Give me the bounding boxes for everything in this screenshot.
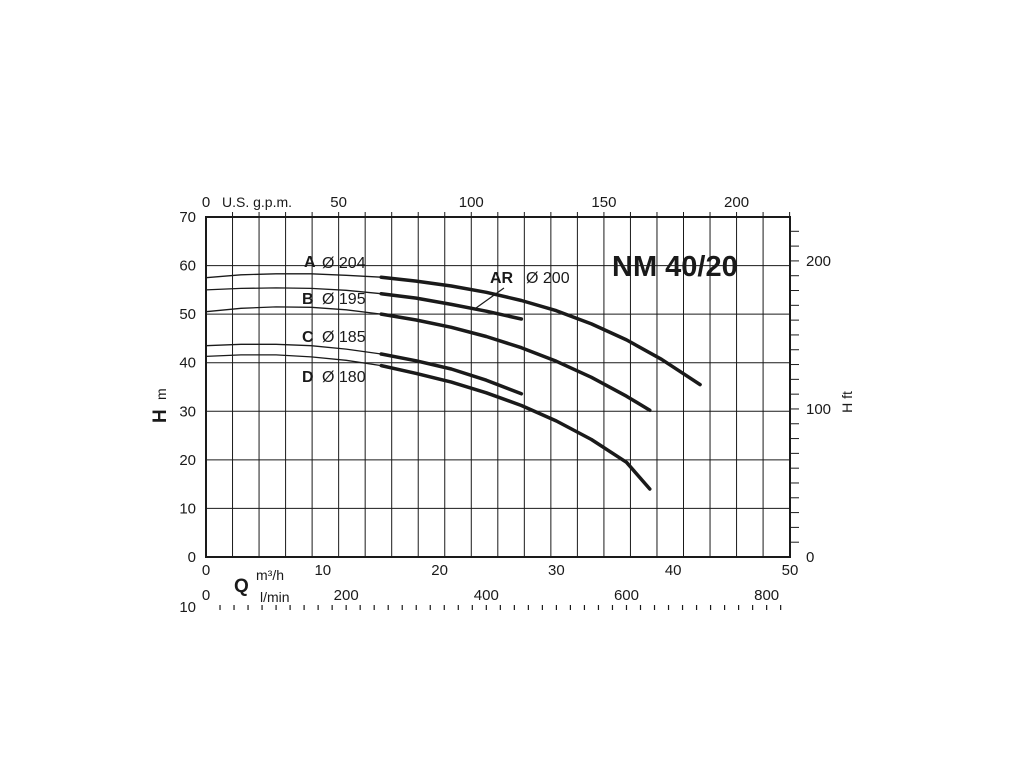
curve-label-diameter-ar: Ø 200 [526,270,570,287]
curve-d-thin [205,343,382,355]
lmin-tick-label: 800 [754,587,779,604]
top-tick-label: 0 [202,194,210,211]
y-axis-unit: m [153,388,169,400]
y-axis-left: 0 10 20 30 40 50 60 70 [179,209,196,566]
x-axis-lmin: 0 200 400 600 800 [202,587,782,610]
y-tick-label: 70 [179,209,196,226]
curve-c-thick [379,363,652,491]
curve-label-diameter-a: Ø 204 [322,255,366,272]
top-tick-label: 150 [591,194,616,211]
curve-label-letter-ar: AR [490,270,514,287]
curve-label-letter-d: D [302,369,314,386]
x-axis-unit-primary: m³/h [256,567,284,583]
curve-label-letter-c: C [302,329,314,346]
right-tick-label: 200 [806,253,831,270]
x-tick-label: 10 [314,562,331,579]
y-tick-label: 40 [179,355,196,372]
lmin-tick-label: 600 [614,587,639,604]
curve-d-thick [379,352,524,396]
model-title: NM 40/20 [612,251,738,283]
curve-b-thin [205,306,382,315]
curve-label-letter-a: A [304,254,316,271]
curve-label-diameter-d: Ø 180 [322,369,366,386]
x-axis-bottom: 0 10 20 30 40 50 [202,562,799,579]
top-tick-label: 200 [724,194,749,211]
y-tick-label: 50 [179,306,196,323]
lmin-tick-label: 400 [474,587,499,604]
curve-label-diameter-b: Ø 195 [322,291,366,308]
lmin-tick-label: 200 [334,587,359,604]
lmin-tick-label: 0 [202,587,210,604]
y-tick-label: 0 [188,549,196,566]
curve-ar-thin [205,287,382,295]
lmin-axis-cut-label: 10 [179,599,196,616]
x-axis-unit-secondary: l/min [260,589,290,605]
grid-lines [206,217,790,557]
right-tick-label: 0 [806,549,814,566]
curve-ar-thick [379,291,524,321]
y-tick-label: 30 [179,403,196,420]
top-tick-label: 50 [330,194,347,211]
top-tick-label: 100 [459,194,484,211]
curve-label-diameter-c: Ø 185 [322,329,366,346]
ar-leader-line [475,287,505,309]
y-axis-right-label: H ft [839,391,855,413]
curve-a-thin [205,273,382,279]
curve-c-thin [205,354,382,367]
y-tick-label: 60 [179,258,196,275]
curve-group [205,273,702,491]
y-axis-right: 0 100 200 [790,230,831,566]
curve-a-thick [379,275,702,387]
x-tick-label: 30 [548,562,565,579]
x-tick-label: 40 [665,562,682,579]
x-axis-symbol: Q [234,576,249,597]
y-tick-label: 20 [179,452,196,469]
x-tick-label: 20 [431,562,448,579]
y-axis-symbol: H [150,409,171,423]
x-axis-top: 0 50 100 150 200 [202,194,791,217]
curve-label-letter-b: B [302,291,314,308]
x-tick-label: 50 [782,562,799,579]
curve-labels: A Ø 204 B Ø 195 C Ø 185 D Ø 180 AR Ø 200 [302,254,570,386]
curve-b-thick [379,312,652,413]
top-axis-label: U.S. g.p.m. [222,194,292,210]
right-tick-label: 100 [806,401,831,418]
y-tick-label: 10 [179,500,196,517]
x-tick-label: 0 [202,562,210,579]
